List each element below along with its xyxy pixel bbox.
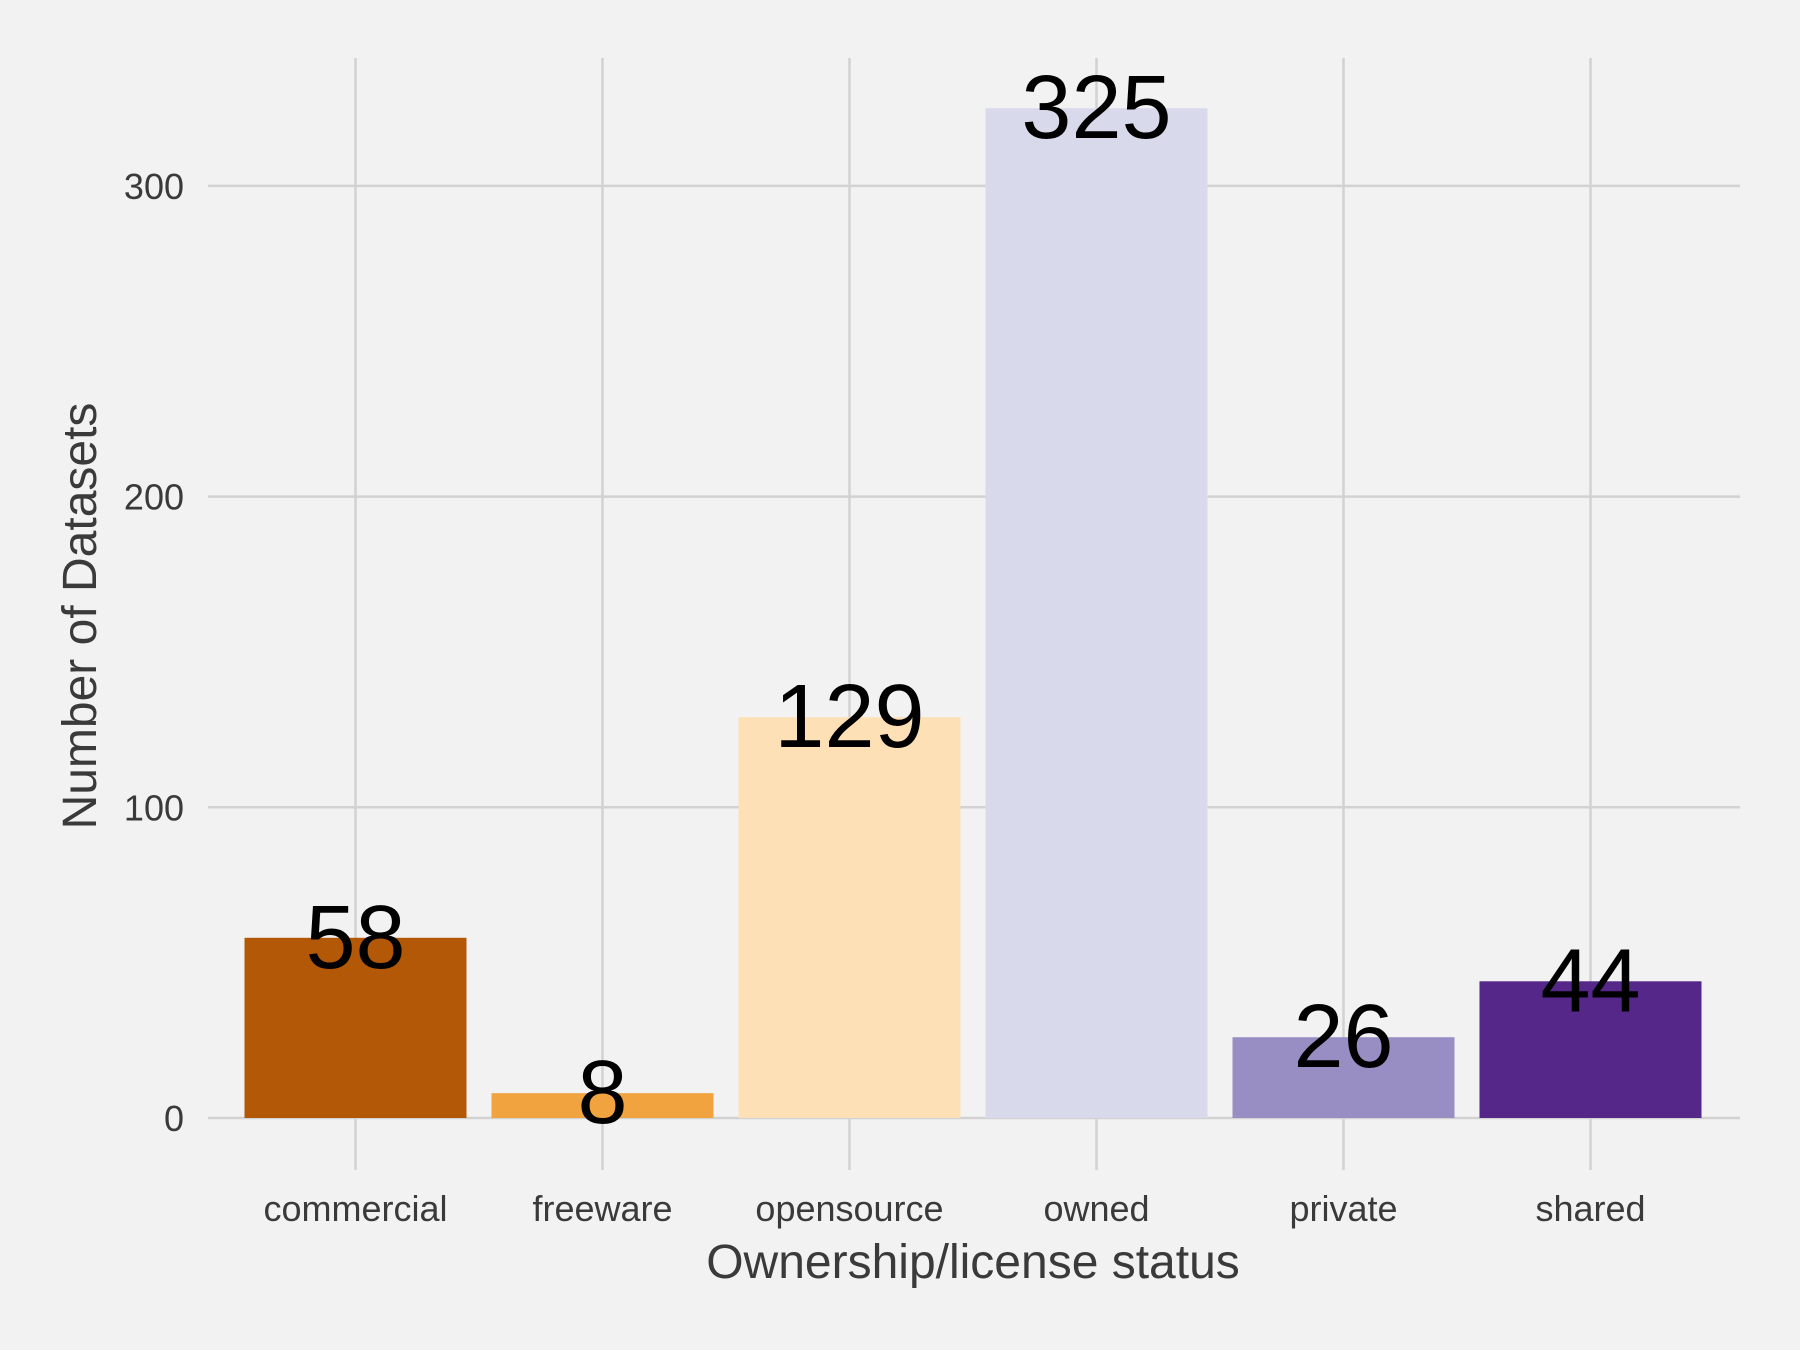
bar-owned	[985, 108, 1208, 1119]
data-label-commercial: 58	[305, 888, 405, 988]
bar-shared	[1479, 981, 1702, 1118]
x-tick-label: commercial	[263, 1188, 447, 1229]
bars	[244, 108, 1702, 1119]
y-tick-label: 300	[124, 166, 184, 207]
bar-freeware	[491, 1093, 714, 1118]
data-label-freeware: 8	[577, 1043, 627, 1143]
y-tick-label: 0	[164, 1098, 184, 1139]
data-label-owned: 325	[1021, 58, 1171, 158]
x-axis-title: Ownership/license status	[706, 1236, 1240, 1289]
data-label-shared: 44	[1540, 931, 1640, 1031]
bar-opensource	[738, 717, 961, 1118]
y-tick-label: 100	[124, 787, 184, 828]
x-tick-label: opensource	[755, 1188, 943, 1229]
x-tick-label: freeware	[532, 1188, 672, 1229]
y-axis-title: Number of Datasets	[54, 403, 107, 830]
data-label-opensource: 129	[774, 667, 924, 767]
x-tick-label: owned	[1043, 1188, 1149, 1229]
x-tick-label: private	[1289, 1188, 1397, 1229]
bar-private	[1232, 1037, 1455, 1118]
data-label-private: 26	[1293, 987, 1393, 1087]
bar-commercial	[244, 937, 467, 1118]
x-tick-label: shared	[1535, 1188, 1645, 1229]
x-tick-labels: commercial freeware opensource owned private…	[263, 1188, 1645, 1229]
y-tick-labels: 0 100 200 300	[124, 166, 184, 1139]
data-labels: 58 8 129 325 26 44	[305, 58, 1640, 1143]
y-tick-label: 200	[124, 477, 184, 518]
